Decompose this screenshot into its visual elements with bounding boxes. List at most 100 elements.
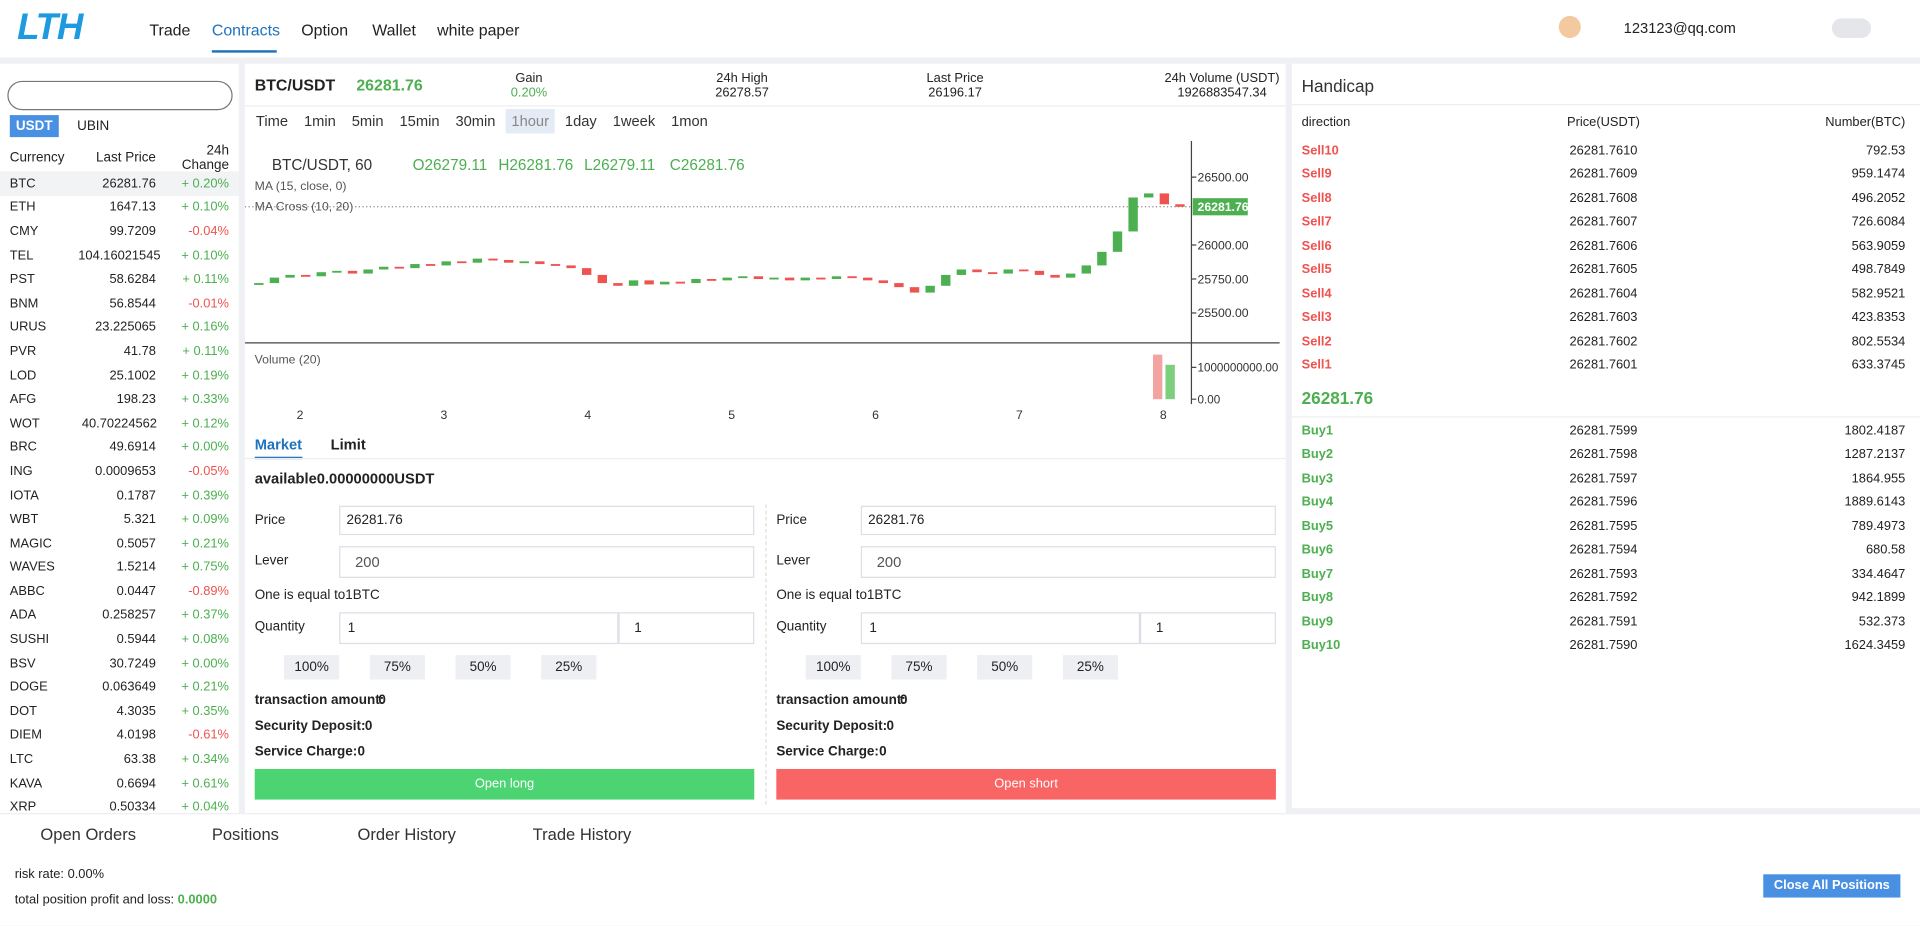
market-row[interactable]: URUS 23.225065 + 0.16%	[0, 315, 239, 339]
last-price: 40.70224562	[81, 416, 157, 431]
percent-button[interactable]: 75%	[369, 655, 425, 680]
market-row[interactable]: BNM 56.8544 -0.01%	[0, 291, 239, 315]
price-input[interactable]: 26281.76	[860, 505, 1276, 536]
column-divider	[765, 504, 767, 805]
direction: Sell8	[1301, 190, 1332, 206]
x-tick-label: 5	[728, 408, 735, 422]
number: 633.3745	[1851, 357, 1906, 373]
market-row[interactable]: WBT 5.321 + 0.09%	[0, 507, 239, 531]
percent-button[interactable]: 50%	[455, 655, 511, 680]
quantity-input[interactable]: 1	[860, 612, 1141, 645]
search-input[interactable]	[7, 80, 233, 111]
center-panel: BTC/USDT 26281.76 Gain 0.20% 24h High 26278…	[244, 63, 1286, 814]
market-row[interactable]: WAVES 1.5214 + 0.75%	[0, 555, 239, 579]
market-row[interactable]: LTC 63.38 + 0.34%	[0, 747, 239, 771]
price: 26281.7610	[1569, 142, 1638, 158]
interval[interactable]: 30min	[455, 112, 496, 130]
market-row[interactable]: AFG 198.23 + 0.33%	[0, 387, 239, 411]
interval[interactable]: 5min	[351, 112, 384, 130]
lever-select[interactable]: 200	[339, 546, 755, 578]
market-row[interactable]: CMY 99.7209 -0.04%	[0, 219, 239, 243]
percent-button[interactable]: 75%	[891, 655, 947, 680]
market-tab[interactable]: USDT	[9, 115, 59, 138]
number: 942.1899	[1851, 590, 1906, 606]
nav-item[interactable]: Wallet	[372, 20, 416, 40]
percent-button[interactable]: 25%	[1062, 655, 1118, 680]
stat-label: 24h High	[716, 71, 768, 86]
theme-toggle[interactable]	[1831, 18, 1872, 38]
percent-button[interactable]: 100%	[284, 655, 340, 680]
quantity-unit[interactable]: 1	[618, 612, 755, 645]
bottom-tab[interactable]: Positions	[211, 825, 279, 844]
market-row[interactable]: IOTA 0.1787 + 0.39%	[0, 483, 239, 507]
risk-rate: risk rate: 0.00%	[15, 867, 104, 882]
bottom-tab[interactable]: Trade History	[532, 825, 632, 844]
interval[interactable]: 1hour	[505, 108, 556, 134]
market-row[interactable]: SUSHI 0.5944 + 0.08%	[0, 627, 239, 651]
market-row[interactable]: ABBC 0.0447 -0.89%	[0, 579, 239, 603]
bottom-tab[interactable]: Order History	[357, 825, 456, 844]
quantity-unit[interactable]: 1	[1140, 612, 1276, 645]
market-row[interactable]: DOT 4.3035 + 0.35%	[0, 699, 239, 723]
market-row[interactable]: TEL 104.16021545 + 0.10%	[0, 243, 239, 267]
market-row[interactable]: BSV 30.7249 + 0.00%	[0, 651, 239, 675]
amount-value: 0	[900, 693, 908, 708]
close-all-button[interactable]: Close All Positions	[1763, 874, 1901, 898]
market-row[interactable]: PVR 41.78 + 0.11%	[0, 339, 239, 363]
x-tick-label: 3	[440, 408, 447, 422]
avatar[interactable]	[1558, 15, 1581, 38]
nav-item[interactable]: Contracts	[211, 20, 280, 40]
market-row[interactable]: DIEM 4.0198 -0.61%	[0, 723, 239, 747]
interval[interactable]: 1mon	[671, 112, 708, 130]
charge-value: 0	[879, 744, 887, 760]
market-row[interactable]: PST 58.6284 + 0.11%	[0, 267, 239, 291]
market-row[interactable]: LOD 25.1002 + 0.19%	[0, 363, 239, 387]
quantity-input[interactable]: 1	[339, 612, 619, 645]
interval[interactable]: 15min	[399, 112, 440, 130]
order-tab[interactable]: Limit	[330, 435, 366, 454]
market-tab[interactable]: UBIN	[77, 118, 110, 134]
nav-item[interactable]: Trade	[149, 20, 191, 40]
interval[interactable]: 1day	[564, 112, 597, 130]
order-tab[interactable]: Market	[254, 436, 303, 460]
indicator-label: MA Cross (10, 20)	[255, 200, 354, 214]
logo[interactable]: LTH	[17, 7, 83, 48]
market-row[interactable]: KAVA 0.6694 + 0.61%	[0, 771, 239, 795]
interval[interactable]: Time	[255, 112, 289, 130]
market-row[interactable]: ING 0.0009653 -0.05%	[0, 459, 239, 483]
user-email[interactable]: 123123@qq.com	[1623, 19, 1736, 37]
candle	[784, 277, 795, 281]
change: -0.04%	[188, 224, 229, 239]
nav-item[interactable]: white paper	[437, 20, 520, 40]
change: -0.05%	[188, 463, 229, 479]
percent-button[interactable]: 50%	[977, 655, 1033, 680]
open-button[interactable]: Open short	[776, 768, 1276, 800]
market-row[interactable]: BRC 49.6914 + 0.00%	[0, 435, 239, 459]
handicap-title: Handicap	[1301, 75, 1375, 96]
candle	[972, 269, 982, 273]
lever-select[interactable]: 200	[860, 546, 1276, 578]
market-row[interactable]: DOGE 0.063649 + 0.21%	[0, 675, 239, 699]
divider	[244, 457, 1286, 460]
change: + 0.11%	[182, 344, 229, 359]
open-button[interactable]: Open long	[254, 768, 755, 800]
price-input[interactable]: 26281.76	[339, 505, 755, 536]
nav-item[interactable]: Option	[301, 20, 349, 40]
market-row[interactable]: WOT 40.70224562 + 0.12%	[0, 411, 239, 435]
market-row[interactable]: MAGIC 0.5057 + 0.21%	[0, 531, 239, 555]
percent-button[interactable]: 25%	[541, 655, 597, 680]
interval[interactable]: 1min	[303, 112, 336, 130]
market-row[interactable]: XRP 0.50334 + 0.04%	[0, 795, 239, 819]
interval[interactable]: 1week	[612, 112, 656, 130]
market-row[interactable]: ADA 0.258257 + 0.37%	[0, 603, 239, 627]
market-row[interactable]: BTC 26281.76 + 0.20%	[0, 171, 239, 196]
last-price: 25.1002	[109, 368, 156, 383]
change: + 0.08%	[181, 631, 229, 647]
bottom-tab[interactable]: Open Orders	[40, 825, 136, 844]
number: 959.1474	[1851, 166, 1906, 182]
ohlc: H26281.76	[498, 157, 573, 174]
market-row[interactable]: ETH 1647.13 + 0.10%	[0, 195, 239, 219]
risk-value: 0.00%	[67, 866, 105, 882]
percent-button[interactable]: 100%	[805, 655, 861, 680]
buy-row: Buy8 26281.7592 942.1899	[1292, 586, 1920, 610]
